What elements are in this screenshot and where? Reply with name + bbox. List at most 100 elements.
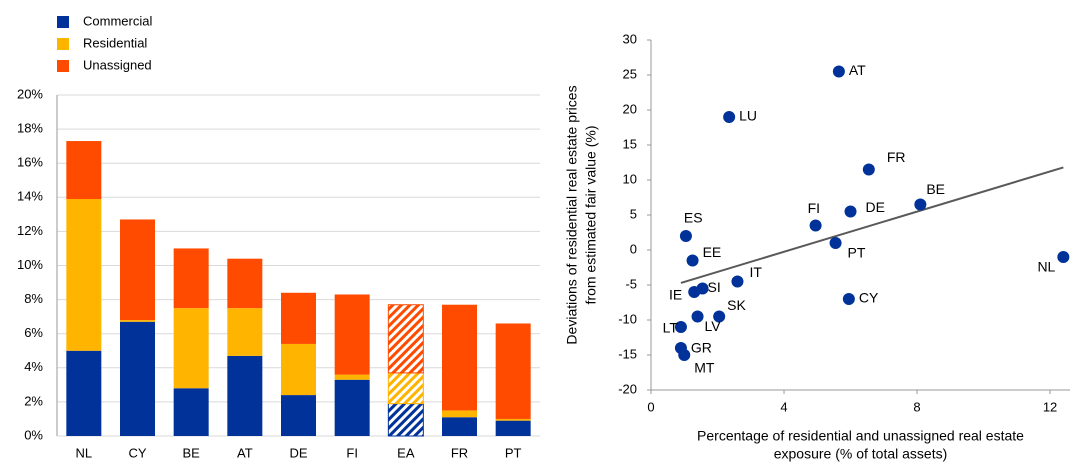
x-tick-label: EA bbox=[397, 445, 415, 460]
trend-line bbox=[680, 166, 1064, 284]
y-axis-title: from estimated fair value (%) bbox=[583, 126, 599, 305]
y-tick-label: -15 bbox=[618, 346, 637, 361]
x-tick-label: BE bbox=[182, 445, 200, 460]
point-label: DE bbox=[866, 199, 885, 215]
legend-label: Unassigned bbox=[83, 57, 152, 72]
point-label: NL bbox=[1037, 259, 1055, 275]
bar-segment bbox=[495, 323, 531, 419]
x-tick-label: 8 bbox=[913, 399, 920, 414]
x-tick-label: FR bbox=[451, 445, 468, 460]
point-label: GR bbox=[691, 340, 712, 356]
bar-segment bbox=[281, 395, 316, 436]
y-tick-label: -5 bbox=[625, 276, 637, 291]
bar-segment bbox=[387, 372, 424, 405]
point-label: IE bbox=[669, 287, 682, 303]
point bbox=[809, 219, 822, 232]
y-tick-label: 14% bbox=[17, 189, 43, 204]
x-tick-label: 0 bbox=[647, 399, 654, 414]
x-tick-label: NL bbox=[76, 445, 93, 460]
point bbox=[674, 321, 687, 333]
y-tick-label: 30 bbox=[623, 31, 637, 46]
y-tick-label: 2% bbox=[24, 393, 43, 408]
point bbox=[914, 198, 927, 211]
bar-segment bbox=[120, 219, 155, 321]
point-label: LU bbox=[739, 108, 757, 124]
point-label: AT bbox=[849, 62, 866, 78]
y-axis-title: Deviations of residential real estate pr… bbox=[564, 85, 580, 344]
bar-segment bbox=[227, 258, 263, 309]
point bbox=[691, 310, 704, 323]
bar-segment bbox=[442, 417, 477, 436]
y-tick-label: 5 bbox=[630, 206, 637, 221]
bar-segment bbox=[173, 248, 209, 309]
y-tick-label: 0 bbox=[630, 241, 637, 256]
bar-segment bbox=[227, 308, 263, 356]
bar-segment bbox=[281, 343, 316, 396]
y-tick-label: -10 bbox=[618, 311, 637, 326]
point bbox=[688, 286, 701, 298]
x-tick-label: CY bbox=[128, 445, 146, 460]
y-tick-label: 18% bbox=[17, 121, 43, 136]
x-tick-label: AT bbox=[237, 445, 253, 460]
y-tick-label: 6% bbox=[24, 325, 43, 340]
x-axis-title: exposure (% of total assets) bbox=[774, 446, 948, 462]
legend-label: Commercial bbox=[83, 13, 152, 28]
bar-segment bbox=[334, 294, 370, 375]
point bbox=[862, 163, 875, 176]
y-tick-label: 25 bbox=[623, 66, 637, 81]
y-tick-label: -20 bbox=[618, 381, 637, 396]
x-axis-title: Percentage of residential and unassigned… bbox=[697, 428, 1024, 444]
bar-segment bbox=[495, 420, 531, 436]
bar-segment bbox=[442, 304, 477, 411]
bar-segment bbox=[334, 374, 370, 380]
point-label: IT bbox=[749, 264, 762, 280]
point-label: BE bbox=[926, 181, 945, 197]
legend-swatch bbox=[57, 60, 69, 72]
y-tick-label: 15 bbox=[623, 136, 637, 151]
point-label: SK bbox=[727, 297, 746, 313]
bar-segment bbox=[227, 355, 263, 436]
x-tick-label: 4 bbox=[780, 399, 787, 414]
point bbox=[678, 349, 691, 361]
point bbox=[832, 65, 845, 78]
legend-swatch bbox=[57, 38, 69, 50]
point-label: FI bbox=[808, 200, 820, 216]
point-label: MT bbox=[694, 360, 715, 376]
point bbox=[842, 293, 855, 305]
point-label: FR bbox=[887, 149, 906, 165]
bar-segment bbox=[173, 308, 209, 389]
point-label: CY bbox=[859, 290, 879, 306]
bar-segment bbox=[387, 403, 424, 437]
bar-segment bbox=[120, 321, 155, 436]
y-tick-label: 16% bbox=[17, 155, 43, 170]
bar-segment bbox=[442, 410, 477, 418]
point-label: LT bbox=[663, 320, 679, 336]
point bbox=[686, 254, 699, 267]
point bbox=[679, 230, 692, 242]
point-label: EE bbox=[703, 244, 722, 260]
x-tick-label: FI bbox=[346, 445, 358, 460]
y-tick-label: 20% bbox=[17, 86, 43, 101]
point bbox=[713, 310, 726, 323]
y-tick-label: 4% bbox=[24, 359, 43, 374]
point-label: ES bbox=[684, 210, 703, 226]
bar-segment bbox=[120, 320, 155, 322]
x-tick-label: DE bbox=[289, 445, 307, 460]
point bbox=[731, 275, 744, 288]
y-tick-label: 10 bbox=[623, 171, 637, 186]
point bbox=[723, 111, 736, 123]
bar-segment bbox=[495, 418, 531, 421]
y-tick-label: 12% bbox=[17, 223, 43, 238]
bar-segment bbox=[281, 292, 316, 344]
y-tick-label: 20 bbox=[623, 101, 637, 116]
bar-segment bbox=[334, 379, 370, 436]
point-label: PT bbox=[848, 245, 866, 261]
legend-label: Residential bbox=[83, 35, 147, 50]
bar-segment bbox=[66, 141, 102, 200]
point bbox=[1057, 251, 1070, 263]
bar-segment bbox=[387, 304, 424, 374]
bar-segment bbox=[66, 350, 102, 436]
y-tick-label: 0% bbox=[24, 427, 43, 442]
x-tick-label: 12 bbox=[1043, 399, 1057, 414]
